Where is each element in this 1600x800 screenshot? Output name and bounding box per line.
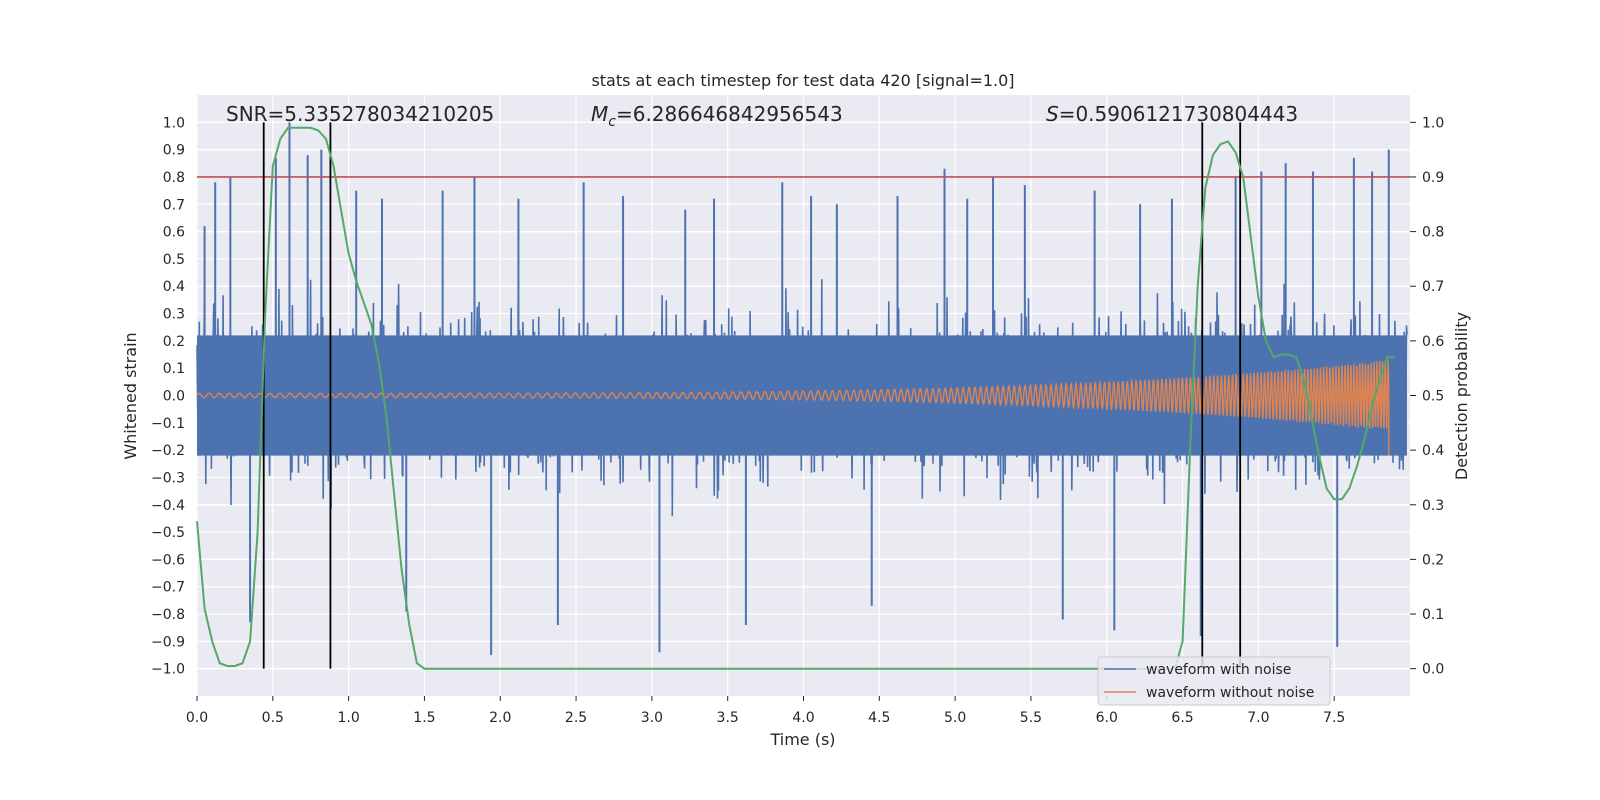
y-left-tick-label: −0.9 [151,634,185,650]
snr-annotation: SNR=5.335278034210205 [226,102,494,126]
y-right-tick-label: 0.3 [1422,498,1444,514]
s-value: =0.5906121730804443 [1059,102,1298,126]
y-left-tick-label: 0.9 [163,143,185,159]
x-tick-label: 7.5 [1323,710,1345,726]
y-right-tick-label: 0.2 [1422,552,1444,568]
x-tick-label: 1.5 [413,710,435,726]
y-left-tick-label: −0.4 [151,498,185,514]
y-left-tick-label: 0.4 [163,279,185,295]
y-left-tick-label: −0.6 [151,552,185,568]
chirp-mass-annotation: Mc=6.286646842956543 [591,102,843,130]
x-tick-label: 3.0 [641,710,663,726]
x-tick-label: 3.5 [717,710,739,726]
y-right-tick-label: 0.4 [1422,443,1444,459]
probability [196,126,1395,670]
legend-label-clean: waveform without noise [1146,685,1314,701]
y-left-tick-label: −0.1 [151,416,185,432]
probability-trace [196,126,1395,670]
y-left-tick-label: 0.2 [163,334,185,350]
y-right-tick-label: 0.1 [1422,607,1444,623]
y-axis-right-label: Detection probability [1452,312,1471,480]
mc-subscript: c [608,114,616,130]
mc-value: =6.286646842956543 [616,102,843,126]
legend-label-noisy: waveform with noise [1146,662,1291,678]
y-right-tick-label: 0.6 [1422,334,1444,350]
x-axis-label: Time (s) [769,730,835,749]
legend-box [1097,656,1331,706]
mc-symbol: M [591,102,608,126]
axes: 0.0 0.5 1.0 1.5 2.0 2.5 3.0 3.5 4.0 4.5 5.0 5.5 6.0 6… [151,115,1444,726]
chart-title: stats at each timestep for test data 420… [591,71,1014,90]
clean-waveform-trace [196,360,1390,456]
y-left-tick-label: 0.6 [163,225,185,241]
x-tick-label: 4.5 [868,710,890,726]
x-tick-label: 7.0 [1247,710,1269,726]
y-left-tick-label: 0.8 [163,170,185,186]
x-tick-label: 5.5 [1020,710,1042,726]
marker-lines [262,122,1242,669]
x-tick-label: 0.5 [262,710,284,726]
y-right-tick-label: 0.5 [1422,389,1444,405]
y-left-tick-label: 0.0 [163,389,185,405]
x-tick-label: 1.0 [337,710,359,726]
score-annotation: S=0.5906121730804443 [1046,102,1298,126]
y-left-tick-label: 0.7 [163,197,185,213]
y-left-tick-label: 0.3 [163,307,185,323]
y-right-tick-label: 0.0 [1422,662,1444,678]
y-left-tick-label: 0.5 [163,252,185,268]
y-left-tick-label: −1.0 [151,662,185,678]
y-right-tick-label: 0.8 [1422,225,1444,241]
y-left-tick-label: −0.2 [151,443,185,459]
x-tick-label: 4.0 [792,710,814,726]
x-tick-label: 2.0 [489,710,511,726]
y-left-tick-label: 1.0 [163,115,185,131]
legend: waveform with noise waveform without noi… [1097,656,1331,706]
x-tick-label: 5.0 [944,710,966,726]
y-right-tick-label: 1.0 [1422,115,1444,131]
y-left-tick-label: −0.3 [151,470,185,486]
x-tick-label: 6.5 [1171,710,1193,726]
x-tick-label: 2.5 [565,710,587,726]
y-left-tick-label: −0.5 [151,525,185,541]
s-symbol: S [1046,102,1059,126]
clean-waveform [196,360,1390,456]
y-right-tick-label: 0.7 [1422,279,1444,295]
x-tick-label: 6.0 [1096,710,1118,726]
y-left-tick-label: −0.7 [151,580,185,596]
y-axis-left-label: Whitened strain [121,332,140,459]
y-right-tick-label: 0.9 [1422,170,1444,186]
x-tick-label: 0.0 [186,710,208,726]
y-left-tick-label: −0.8 [151,607,185,623]
y-left-tick-label: 0.1 [163,361,185,377]
